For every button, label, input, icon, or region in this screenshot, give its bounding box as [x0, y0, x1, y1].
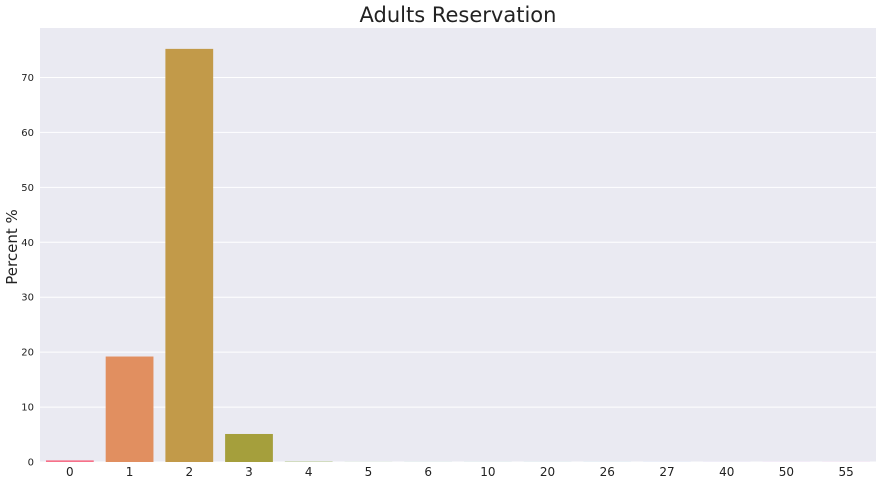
y-tick-label: 70 [21, 73, 34, 84]
x-tick-label: 0 [66, 465, 74, 479]
chart-title: Adults Reservation [360, 3, 557, 27]
x-tick-labels: 0 1 2 3 4 5 6 10 20 26 27 40 50 55 [66, 465, 854, 479]
x-tick-label: 3 [245, 465, 253, 479]
y-axis-label: Percent % [3, 209, 21, 284]
bar-0 [45, 460, 94, 462]
x-tick-label: 6 [424, 465, 432, 479]
x-tick-label: 5 [365, 465, 373, 479]
y-tick-label: 60 [21, 128, 34, 139]
bars [45, 48, 871, 463]
y-tick-label: 0 [28, 458, 34, 469]
bar-1 [105, 356, 154, 462]
x-tick-label: 50 [779, 465, 794, 479]
x-tick-label: 20 [540, 465, 555, 479]
bar-2 [165, 48, 214, 463]
y-tick-label: 20 [21, 348, 34, 359]
x-tick-label: 4 [305, 465, 313, 479]
y-tick-label: 50 [21, 183, 34, 194]
x-tick-label: 55 [839, 465, 854, 479]
x-tick-label: 10 [480, 465, 495, 479]
y-tick-label: 30 [21, 293, 34, 304]
x-tick-label: 1 [126, 465, 134, 479]
y-tick-labels: 0 10 20 30 40 50 60 70 [21, 73, 34, 469]
x-tick-label: 27 [659, 465, 674, 479]
bar-3 [225, 433, 273, 462]
x-tick-label: 40 [719, 465, 734, 479]
y-tick-label: 10 [21, 403, 34, 414]
x-tick-label: 26 [600, 465, 615, 479]
y-tick-label: 40 [21, 238, 34, 249]
x-tick-label: 2 [185, 465, 193, 479]
